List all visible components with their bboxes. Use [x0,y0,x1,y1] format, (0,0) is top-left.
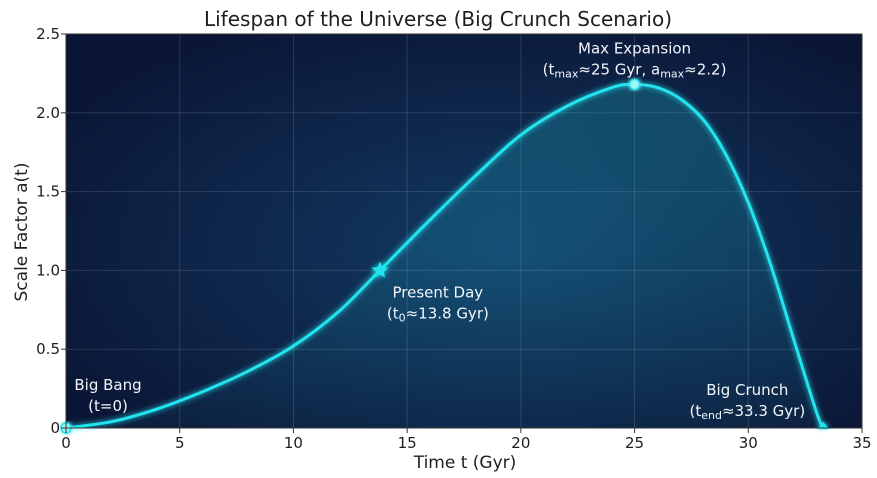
x-tick-label: 35 [852,434,871,452]
x-axis-label: Time t (Gyr) [413,453,517,473]
annotations: Max Expansion (tmax≈25 Gyr, amax≈2.2) Pres… [74,39,805,422]
y-axis-label: Scale Factor a(t) [12,163,32,302]
y-tick-label: 0 [50,419,60,437]
marker-dot [628,78,641,91]
y-tick-label: 1.5 [36,183,60,201]
x-tick-label: 10 [284,434,303,452]
x-tick-label: 20 [511,434,530,452]
annotation-present-detail: (t0≈13.8 Gyr) [387,304,489,324]
annotation-bang-title: Big Bang [74,376,141,394]
marker-triangle-big-crunch [817,422,830,429]
x-axis-ticks: 0 5 10 15 20 25 30 35 [61,428,872,452]
y-axis-ticks: 0 0.5 1.0 1.5 2.0 2.5 [36,25,66,437]
marker-star-present-day [371,261,389,278]
series-line-scale-factor [65,82,825,430]
y-tick-label: 0.5 [36,340,60,358]
chart-title: Lifespan of the Universe (Big Crunch Sce… [204,7,672,31]
annotation-present-title: Present Day [393,283,484,301]
annotation-crunch-title: Big Crunch [706,381,788,399]
x-tick-label: 0 [61,434,71,452]
x-tick-label: 25 [625,434,644,452]
y-tick-label: 2.0 [36,104,60,122]
area-under-curve [66,84,824,428]
annotation-bang-detail: (t=0) [88,397,128,415]
x-tick-label: 5 [175,434,185,452]
annotation-crunch-detail: (tend≈33.3 Gyr) [689,402,805,422]
y-tick-label: 2.5 [36,25,60,43]
annotation-max-detail: (tmax≈25 Gyr, amax≈2.2) [543,60,727,80]
y-tick-label: 1.0 [36,261,60,279]
x-tick-label: 15 [398,434,417,452]
x-tick-label: 30 [739,434,758,452]
plot-frame [65,33,863,429]
annotation-max-title: Max Expansion [578,39,691,57]
